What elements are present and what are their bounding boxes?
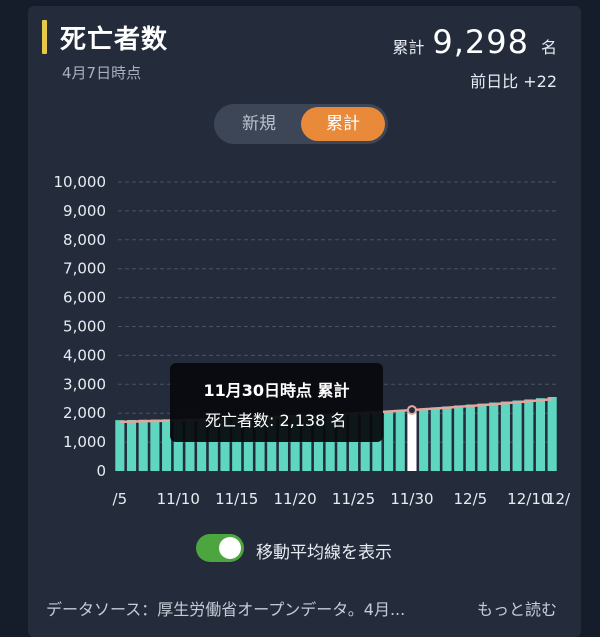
total-unit: 名 bbox=[540, 38, 557, 57]
title-accent-bar bbox=[42, 20, 47, 54]
bar bbox=[535, 398, 546, 471]
x-tick-label: 12/ bbox=[546, 490, 571, 508]
y-tick-label: 9,000 bbox=[63, 202, 106, 220]
tooltip-title: 11月30日時点 累計 bbox=[203, 381, 350, 400]
bar bbox=[150, 419, 160, 471]
bar bbox=[197, 418, 207, 471]
bar bbox=[395, 410, 405, 471]
day-over-day-diff: 前日比 +22 bbox=[470, 72, 557, 91]
x-tick-label: 11/25 bbox=[332, 490, 375, 508]
x-tick-label: 12/10 bbox=[507, 490, 550, 508]
y-tick-label: 1,000 bbox=[63, 433, 106, 451]
x-tick-label: 12/5 bbox=[454, 490, 488, 508]
x-tick-label: 11/30 bbox=[390, 490, 433, 508]
bar bbox=[290, 415, 300, 471]
bar bbox=[524, 399, 534, 471]
y-tick-label: 8,000 bbox=[63, 231, 106, 249]
bar bbox=[465, 404, 475, 471]
y-tick-label: 5,000 bbox=[63, 318, 106, 336]
moving-average-switch[interactable] bbox=[196, 534, 244, 562]
tooltip-value: 死亡者数: 2,138 名 bbox=[205, 411, 347, 430]
y-tick-label: 4,000 bbox=[63, 346, 106, 364]
total-value: 9,298 bbox=[432, 23, 529, 61]
x-tick-label: 11/10 bbox=[157, 490, 200, 508]
bar bbox=[384, 410, 394, 471]
bar bbox=[477, 403, 487, 471]
bar bbox=[407, 409, 417, 471]
bar bbox=[302, 415, 312, 471]
total-summary: 累計 9,298 名 bbox=[392, 23, 557, 61]
bar bbox=[138, 419, 148, 471]
switch-knob bbox=[219, 537, 241, 559]
bar bbox=[337, 413, 347, 471]
bar bbox=[173, 419, 183, 471]
bar bbox=[220, 417, 230, 471]
bar bbox=[419, 408, 429, 471]
bar bbox=[267, 416, 277, 471]
bar bbox=[243, 417, 253, 471]
x-tick-label: /5 bbox=[113, 490, 128, 508]
bar bbox=[325, 413, 335, 471]
data-source-text: データソース：厚生労働省オープンデータ。4月... bbox=[46, 600, 406, 619]
bar bbox=[185, 418, 195, 471]
mode-cumulative-button[interactable]: 累計 bbox=[301, 107, 385, 141]
deaths-bar-chart[interactable]: 0 1,000 2,000 3,000 4,000 5,000 6,000 7,000 8,00… bbox=[28, 166, 581, 511]
card-title: 死亡者数 bbox=[60, 25, 169, 55]
y-tick-label: 3,000 bbox=[63, 375, 106, 393]
y-tick-label: 10,000 bbox=[54, 173, 107, 191]
bar bbox=[442, 406, 452, 471]
y-tick-label: 7,000 bbox=[63, 260, 106, 278]
bar bbox=[208, 418, 218, 471]
bar bbox=[489, 402, 499, 471]
moving-average-label: 移動平均線を表示 bbox=[256, 543, 392, 563]
x-tick-label: 11/20 bbox=[273, 490, 316, 508]
total-label: 累計 bbox=[392, 38, 425, 57]
bar bbox=[115, 420, 125, 471]
bar bbox=[313, 414, 324, 471]
bar bbox=[512, 400, 522, 471]
y-tick-label: 6,000 bbox=[63, 289, 106, 307]
deaths-card: 死亡者数 4月7日時点 累計 9,298 名 前日比 +22 新規 累計 0 1,… bbox=[28, 6, 581, 637]
bar bbox=[547, 396, 557, 471]
highlight-point bbox=[406, 405, 417, 416]
bar bbox=[454, 405, 464, 471]
bar bbox=[232, 417, 242, 471]
mode-toggle: 新規 累計 bbox=[214, 104, 388, 144]
as-of-date: 4月7日時点 bbox=[62, 64, 142, 82]
bar bbox=[162, 419, 172, 471]
x-tick-label: 11/15 bbox=[215, 490, 258, 508]
bar bbox=[255, 416, 265, 471]
chart-tooltip: 11月30日時点 累計 死亡者数: 2,138 名 bbox=[170, 363, 383, 442]
mode-new-button[interactable]: 新規 bbox=[242, 114, 276, 134]
bar bbox=[278, 415, 288, 471]
bar bbox=[430, 407, 440, 471]
bar bbox=[500, 401, 510, 471]
y-tick-label: 2,000 bbox=[63, 404, 106, 422]
bar bbox=[126, 419, 137, 471]
y-tick-label: 0 bbox=[96, 462, 106, 480]
read-more-link[interactable]: もっと読む bbox=[476, 600, 557, 619]
